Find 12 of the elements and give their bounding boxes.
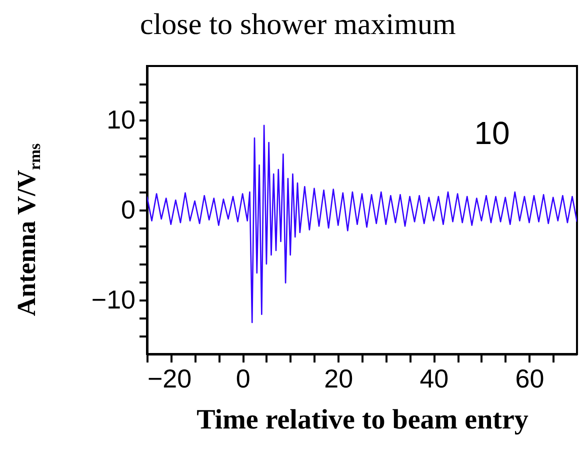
x-tick-label: 60	[515, 364, 544, 394]
x-axis-title: Time relative to beam entry	[196, 404, 528, 436]
y-tick-label: 10	[106, 104, 136, 134]
x-tick-label: 20	[324, 364, 354, 394]
annotation: 10	[474, 115, 510, 151]
x-tick-label: 0	[236, 364, 250, 394]
x-tick-label: −20	[148, 364, 192, 394]
y-tick-label: −10	[91, 284, 136, 314]
x-tick-label: 40	[420, 364, 449, 394]
y-axis-title: Antenna V/Vrms	[12, 143, 44, 316]
chart-title: close to shower maximum	[140, 8, 456, 41]
y-tick-label: 0	[121, 194, 136, 224]
